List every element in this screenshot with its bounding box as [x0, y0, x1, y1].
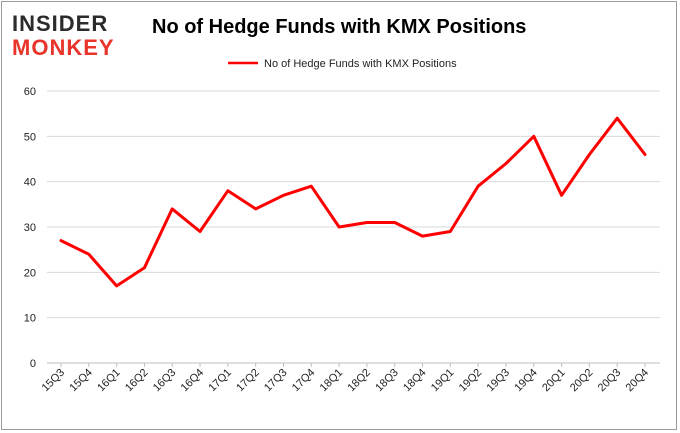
y-tick-label: 40	[24, 177, 36, 189]
x-tick-label: 16Q1	[95, 367, 123, 395]
x-tick-label: 20Q2	[568, 367, 596, 395]
legend: No of Hedge Funds with KMX Positions	[228, 58, 457, 70]
gridlines	[47, 90, 660, 319]
y-tick-label: 20	[24, 267, 36, 279]
series-group	[59, 116, 647, 288]
x-tick-label: 20Q4	[624, 367, 652, 395]
x-tick-label: 15Q4	[67, 367, 95, 395]
x-tick-label: 20Q3	[596, 367, 624, 395]
axes	[47, 362, 660, 367]
x-tick-label: 18Q1	[318, 367, 346, 395]
x-tick-label: 18Q4	[401, 367, 429, 395]
x-tick-label: 17Q3	[262, 367, 290, 395]
y-tick-label: 60	[24, 86, 36, 98]
x-tick-label: 17Q1	[206, 367, 234, 395]
y-tick-label: 10	[24, 313, 36, 325]
series-line-0	[59, 116, 647, 288]
x-tick-label: 19Q4	[512, 367, 540, 395]
x-tick-label: 18Q2	[346, 367, 374, 395]
chart-title: No of Hedge Funds with KMX Positions	[152, 16, 527, 38]
x-tick-label: 19Q1	[429, 367, 457, 395]
x-tick-label: 17Q2	[234, 367, 262, 395]
y-tick-label: 30	[24, 222, 36, 234]
x-tick-label: 17Q4	[290, 367, 318, 395]
y-tick-labels: 0 10 20 30 40 50 60	[24, 86, 36, 370]
legend-label: No of Hedge Funds with KMX Positions	[264, 58, 457, 70]
x-tick-label: 20Q1	[540, 367, 568, 395]
x-tick-label: 16Q2	[123, 367, 151, 395]
x-tick-label: 16Q3	[151, 367, 179, 395]
insider-monkey-logo: INSIDER MONKEY	[12, 10, 132, 60]
logo-text-insider: INSIDER	[12, 11, 109, 36]
x-tick-label: 19Q2	[457, 367, 485, 395]
x-tick-label: 18Q3	[373, 367, 401, 395]
logo-text-monkey: MONKEY	[12, 35, 115, 60]
y-tick-label: 50	[24, 131, 36, 143]
x-tick-label: 15Q3	[40, 367, 68, 395]
x-tick-label: 16Q4	[179, 367, 207, 395]
x-tick-label: 19Q3	[485, 367, 513, 395]
x-tick-labels: 15Q3 15Q4 16Q1 16Q2 16Q3 16Q4 17Q1 17Q2 17Q3 17Q4…	[40, 367, 652, 395]
y-tick-label: 0	[30, 358, 36, 370]
